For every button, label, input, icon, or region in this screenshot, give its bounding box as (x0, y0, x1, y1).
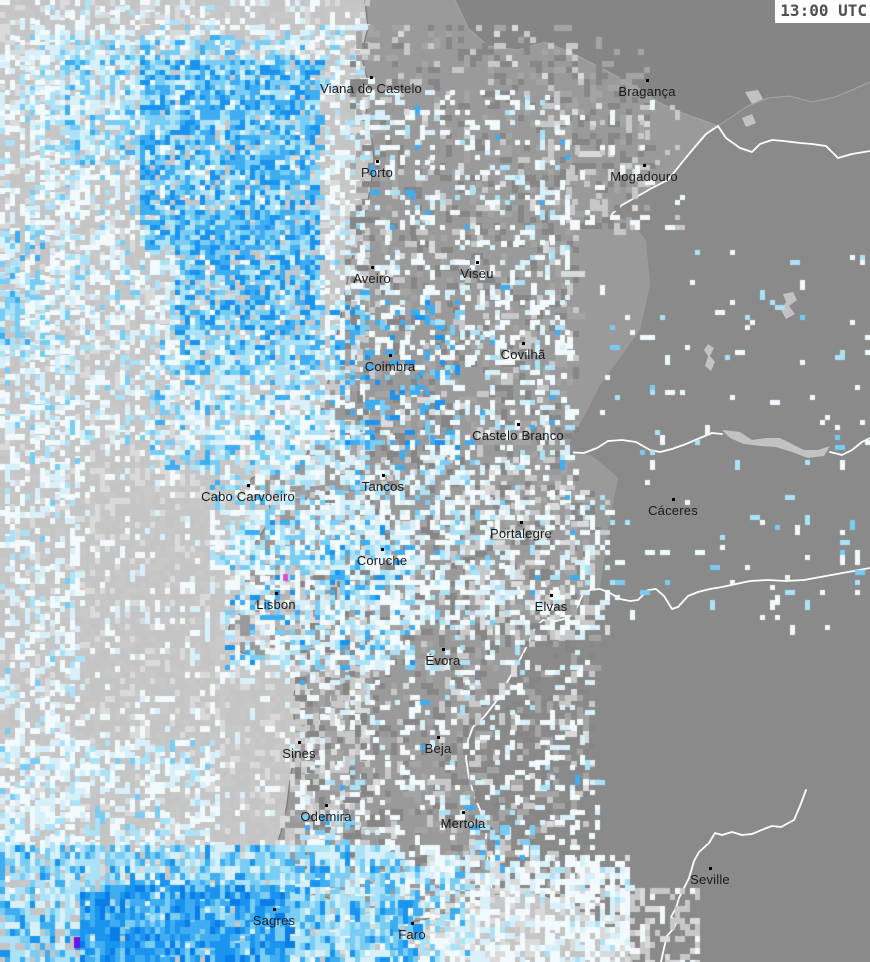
city-dot-viseu (476, 261, 479, 264)
city-label-beja: Beja (424, 741, 452, 756)
city-dot-mertola (462, 811, 465, 814)
city-label-mertola: Mertola (440, 816, 486, 831)
city-label-faro: Faro (398, 927, 426, 942)
city-label-odemira: Odemira (300, 809, 352, 824)
timestamp-badge: 13:00 UTC (775, 0, 870, 23)
city-label-viseu: Viseu (460, 266, 494, 281)
city-label-cabo-carvoeiro: Cabo Carvoeiro (201, 489, 295, 504)
city-label-tancos: Tancos (361, 479, 405, 494)
city-label-braganca: Bragança (618, 84, 676, 99)
city-label-seville: Seville (690, 872, 730, 887)
city-dot-braganca (646, 79, 649, 82)
city-label-coimbra: Coimbra (364, 359, 416, 374)
city-label-covilha: Covilhã (500, 347, 546, 362)
city-label-castelo-branco: Castelo Branco (472, 428, 564, 443)
city-dot-evora (442, 648, 445, 651)
city-dot-beja (437, 736, 440, 739)
city-dot-castelo-branco (517, 423, 520, 426)
city-dot-mogadouro (643, 164, 646, 167)
city-dot-covilha (522, 342, 525, 345)
city-label-portalegre: Portalegre (490, 526, 552, 541)
city-dot-sagres (273, 908, 276, 911)
city-dot-porto (376, 160, 379, 163)
city-label-lisbon: Lisbon (256, 597, 296, 612)
city-dot-aveiro (371, 266, 374, 269)
city-label-sines: Sines (282, 746, 316, 761)
city-label-coruche: Coruche (356, 553, 408, 568)
city-dot-portalegre (520, 521, 523, 524)
city-dot-coruche (381, 548, 384, 551)
city-dot-sines (298, 741, 301, 744)
city-dot-caceres (672, 498, 675, 501)
city-label-porto: Porto (360, 165, 394, 180)
city-dot-seville (709, 867, 712, 870)
city-label-sagres: Sagres (252, 913, 296, 928)
city-dot-elvas (550, 594, 553, 597)
city-dot-viana-do-castelo (370, 76, 373, 79)
city-label-viana-do-castelo: Viana do Castelo (320, 81, 422, 96)
city-dot-lisbon (275, 592, 278, 595)
city-label-elvas: Elvas (534, 599, 568, 614)
city-label-evora: Évora (425, 653, 461, 668)
city-label-mogadouro: Mogadouro (610, 169, 678, 184)
city-dot-cabo-carvoeiro (247, 484, 250, 487)
city-dot-odemira (325, 804, 328, 807)
city-dot-coimbra (389, 354, 392, 357)
city-label-caceres: Cáceres (648, 503, 698, 518)
city-label-aveiro: Aveiro (353, 271, 391, 286)
city-dot-faro (411, 922, 414, 925)
city-dot-tancos (382, 474, 385, 477)
timestamp-text: 13:00 UTC (780, 1, 867, 20)
